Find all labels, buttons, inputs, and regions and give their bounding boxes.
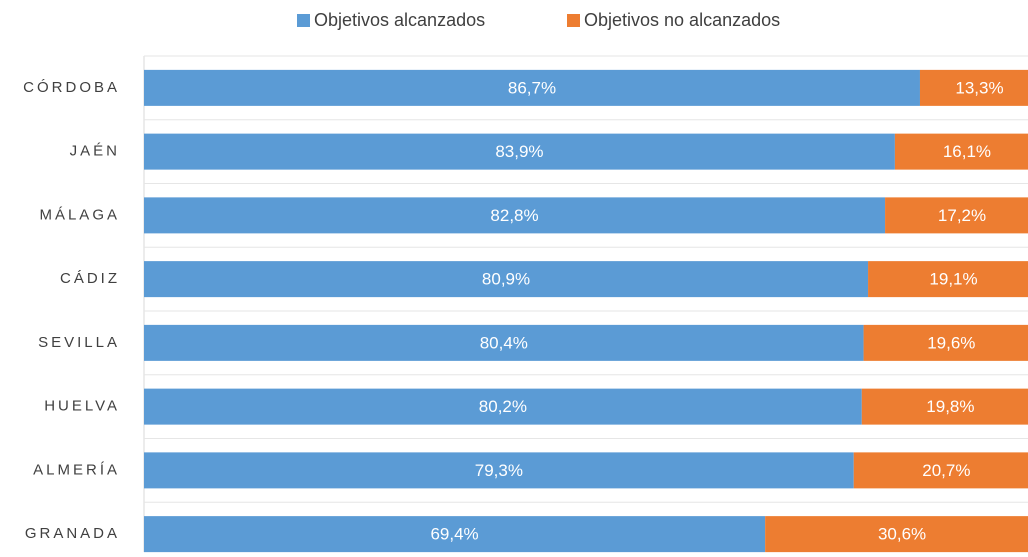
data-label: 79,3% — [475, 461, 523, 480]
data-label: 82,8% — [490, 206, 538, 225]
data-label: 30,6% — [878, 525, 926, 544]
bar-segment — [144, 324, 864, 361]
y-tick-label: JAÉN — [70, 143, 120, 160]
bar-segment — [144, 197, 886, 234]
bar-segment — [894, 133, 1028, 170]
bar-segment — [863, 324, 1028, 361]
data-label: 86,7% — [508, 78, 556, 97]
data-label: 19,6% — [927, 333, 975, 352]
bar-segment — [919, 69, 1028, 106]
data-label: 16,1% — [943, 142, 991, 161]
data-label: 20,7% — [922, 461, 970, 480]
y-tick-label: MÁLAGA — [39, 206, 120, 223]
bar-segment — [144, 452, 854, 489]
legend-swatch — [567, 14, 580, 27]
data-label: 19,8% — [926, 397, 974, 416]
bar-segment — [765, 516, 1028, 553]
bar-segment — [868, 261, 1028, 298]
bar-segment — [144, 516, 766, 553]
y-tick-label: CÁDIZ — [60, 270, 120, 287]
data-label: 19,1% — [929, 270, 977, 289]
legend-label: Objetivos alcanzados — [314, 10, 485, 30]
data-label: 80,9% — [482, 270, 530, 289]
data-label: 69,4% — [430, 525, 478, 544]
bar-segment — [853, 452, 1028, 489]
data-label: 80,2% — [479, 397, 527, 416]
bar-segment — [144, 133, 895, 170]
bar-segment — [144, 69, 920, 106]
data-label: 17,2% — [938, 206, 986, 225]
legend-label: Objetivos no alcanzados — [584, 10, 780, 30]
data-label: 80,4% — [480, 333, 528, 352]
bar-segment — [885, 197, 1028, 234]
bar-segment — [861, 388, 1028, 425]
data-label: 13,3% — [955, 78, 1003, 97]
bar-segment — [144, 261, 869, 298]
y-tick-label: ALMERÍA — [33, 461, 120, 478]
y-tick-label: HUELVA — [44, 398, 120, 415]
y-tick-label: GRANADA — [25, 525, 120, 542]
bar-segment — [144, 388, 862, 425]
y-tick-label: SEVILLA — [38, 334, 120, 351]
legend-swatch — [297, 14, 310, 27]
y-tick-label: CÓRDOBA — [23, 79, 120, 96]
data-label: 83,9% — [495, 142, 543, 161]
